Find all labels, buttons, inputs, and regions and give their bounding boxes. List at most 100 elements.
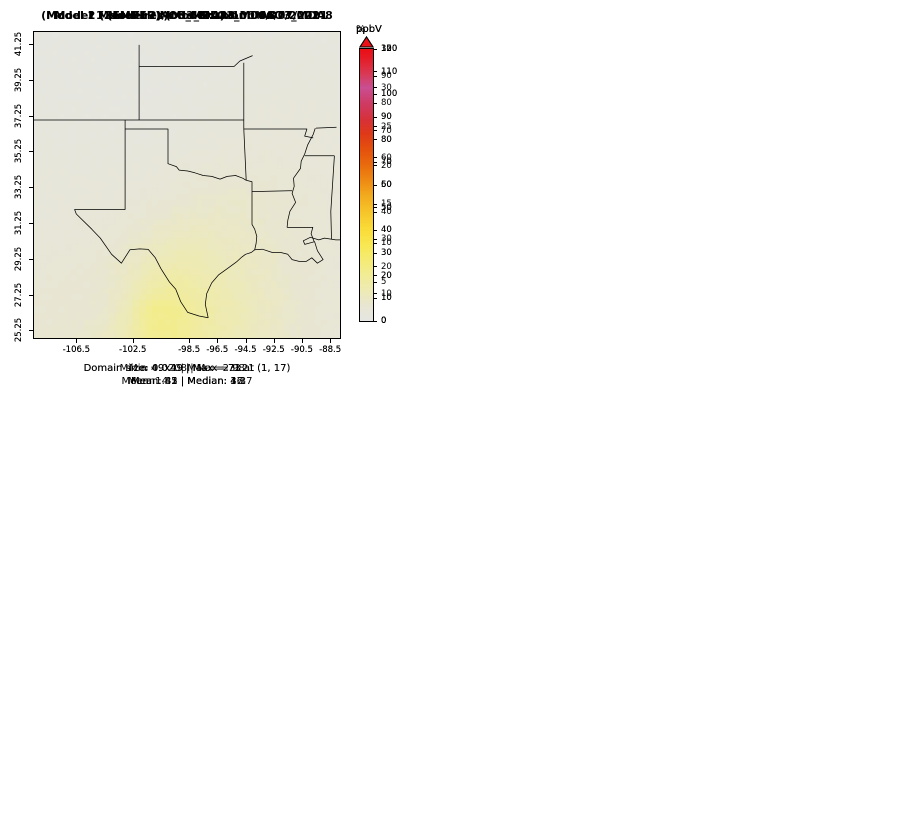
colorbar-tick-label: 50 — [381, 202, 392, 213]
state-border-line — [287, 227, 315, 242]
colorbar-tick-label: 10 — [381, 238, 392, 249]
colorbar-tick-label: 20 — [381, 270, 392, 281]
colorbar-tick — [373, 252, 377, 254]
colorbar-units-label: ppbV — [356, 24, 382, 35]
colorbar-tick — [373, 238, 377, 240]
stats-line-min-max: Min = 0.0208 | Max = 9.21 — [119, 363, 255, 374]
colorbar-tick-label: 100 — [381, 89, 398, 100]
colorbar-tick-label: 20 — [381, 261, 392, 272]
colorbar-tick-label: 35 — [381, 44, 392, 54]
stats-line-domain-max: Domain size: 49x49 | Max = 71 at (1, 17) — [83, 363, 291, 374]
panel-title: Model 1 (EMBER): O3_MDA8 on 06/07/2021 — [54, 9, 320, 22]
stats-caption: Domain size: 49x49 | Max = 73 at (1, 17)… — [34, 362, 340, 388]
colorbar-tick-label: 0 — [381, 316, 387, 326]
colorbar: % 0 10 20 30 40 50 60 70 80 90 100 — [356, 24, 448, 359]
colorbar-tick-label: 30 — [381, 234, 392, 245]
heatmap-raster — [34, 32, 340, 338]
x-axis-tick-label: -90.5 — [290, 345, 313, 355]
panel-title: Model 1 - Model 2: O3_MDA8 — [98, 9, 276, 22]
stats-line-mean-median: Mean: 1.81 | Median: 1.37 — [121, 376, 253, 387]
colorbar-tick-label: 0 — [381, 316, 387, 326]
map-plot-area — [33, 31, 341, 339]
colorbar-tick-label: 90 — [381, 112, 392, 122]
x-axis-tick-label: -88.5 — [319, 345, 342, 355]
x-axis-tick-label: -88.5 — [319, 345, 342, 355]
y-axis-tick — [29, 258, 34, 260]
x-axis-tick-label: -94.5 — [234, 345, 257, 355]
x-axis-tick-label: -98.5 — [178, 345, 201, 355]
colorbar-tick — [373, 75, 377, 77]
state-border-line — [139, 55, 253, 67]
x-axis-tick-label: -90.5 — [290, 345, 313, 355]
colorbar-tick-label: 15 — [381, 199, 392, 210]
colorbar-tick — [373, 161, 377, 163]
colorbar-tick-label: 110 — [381, 66, 398, 77]
y-axis-tick — [29, 330, 34, 332]
colorbar-tick-label: 40 — [381, 225, 392, 236]
x-axis-tick-label: -96.5 — [206, 345, 229, 355]
colorbar-tick — [373, 293, 377, 295]
colorbar-units-label: ppbV — [356, 24, 382, 35]
x-axis-tick-label: -98.5 — [178, 345, 201, 355]
x-axis-tick — [245, 339, 247, 343]
state-border-line — [330, 155, 335, 240]
colorbar-tick-label: 10 — [381, 293, 392, 304]
state-border-line — [74, 120, 126, 215]
colorbar-tick-label: 80 — [381, 98, 392, 109]
panel-title: (Model 1 - Model 2)/(Model 1)x100%: O3_M… — [41, 9, 333, 22]
colorbar-tick — [373, 281, 377, 283]
colorbar-tick-label: 0 — [381, 316, 387, 326]
state-border-line — [204, 236, 340, 318]
colorbar-tick-label: 70 — [381, 157, 392, 168]
colorbar-tick-label: 60 — [381, 180, 392, 190]
colorbar-tick-label: 60 — [381, 180, 392, 190]
colorbar-tick-label: 70 — [381, 125, 392, 136]
y-axis-tick — [29, 222, 34, 224]
y-axis-tick — [29, 115, 34, 117]
colorbar-tick — [373, 102, 377, 104]
x-axis-tick-label: -106.5 — [62, 345, 90, 355]
state-border-line — [251, 190, 293, 192]
colorbar-tick — [373, 242, 377, 244]
x-axis-tick — [301, 339, 303, 343]
colorbar-tick-label: 80 — [381, 134, 392, 145]
colorbar-tick-label: 110 — [381, 66, 398, 77]
stats-line-domain-max: Domain size: 49x49 | Max = 73 at (1, 17) — [83, 363, 291, 374]
stats-line-mean-median: Mean: 43 | Median: 46 — [131, 376, 243, 387]
colorbar-tick — [373, 126, 377, 128]
colorbar-tick-label: 100 — [381, 44, 398, 54]
colorbar-tick-label: 5 — [381, 277, 387, 288]
state-border-line — [76, 213, 209, 319]
colorbar-tick — [373, 229, 377, 231]
state-borders-overlay — [34, 44, 340, 319]
state-border-line — [315, 126, 337, 129]
x-axis-tick-label: -106.5 — [62, 345, 90, 355]
colorbar-tick-label: 40 — [381, 207, 392, 218]
colorbar-tick — [373, 157, 377, 159]
x-axis-tick — [273, 339, 275, 343]
x-axis-tick — [217, 339, 219, 343]
colorbar-tick-label: 80 — [381, 134, 392, 145]
y-axis-tick — [29, 43, 34, 45]
colorbar-tick-label: 30 — [381, 248, 392, 258]
colorbar-tick — [373, 116, 377, 118]
y-axis-tick — [29, 294, 34, 296]
colorbar-tick — [373, 211, 377, 213]
state-border-line — [125, 128, 247, 181]
stats-caption: Min = 0.0208 | Max = 9.21 Mean: 1.81 | M… — [34, 362, 340, 388]
colorbar-tick-label: 120 — [381, 44, 398, 54]
stats-line-mean-median: Mean: 4.2 | Median: 3.1 — [127, 376, 247, 387]
colorbar-tick-label: 25 — [381, 121, 392, 132]
x-axis-tick-label: -94.5 — [234, 345, 257, 355]
colorbar-tick — [373, 266, 377, 268]
colorbar-tick-label: 20 — [381, 160, 392, 171]
colorbar-tick-label: 120 — [381, 44, 398, 54]
x-axis-tick — [76, 339, 78, 343]
colorbar-tick — [373, 203, 377, 205]
x-axis-tick — [189, 339, 191, 343]
colorbar-tick-label: 40 — [381, 225, 392, 236]
colorbar-tick — [373, 87, 377, 89]
colorbar-units-label: ppbV — [356, 24, 382, 35]
x-axis-tick-label: -102.5 — [119, 345, 147, 355]
colorbar-tick-label: 10 — [381, 293, 392, 304]
